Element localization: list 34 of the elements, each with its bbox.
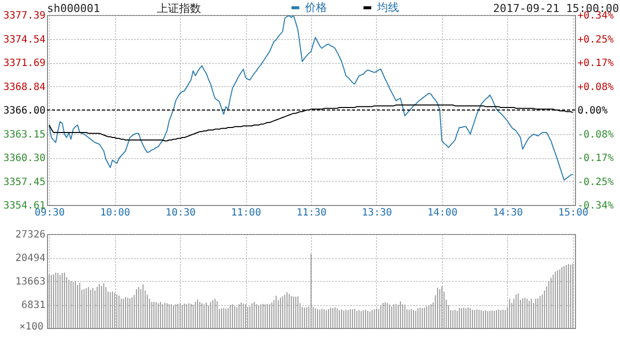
x-tick-label: 14:00: [427, 208, 458, 218]
y2-tick-label: +0.25%: [578, 34, 614, 46]
y-tick-label: 6831: [21, 300, 46, 311]
line-series: [48, 15, 574, 181]
x-tick-label: 10:30: [166, 208, 196, 218]
y-tick-label: 3357.45: [3, 176, 46, 188]
y-tick-label: 13663: [15, 276, 46, 288]
x-tick-label: 13:30: [362, 208, 392, 218]
x-tick-label: 11:00: [230, 208, 262, 218]
y-tick-label: 27326: [15, 230, 46, 240]
line-series: [48, 104, 574, 142]
y-tick-label: 3377.39: [3, 10, 46, 22]
y2-tick-label: +0.34%: [578, 10, 614, 22]
y-tick-label: 3371.69: [3, 58, 46, 70]
legend-label: 均线: [376, 0, 399, 14]
y-tick-label: 3366.00: [3, 106, 46, 116]
y-tick-label: 3368.84: [3, 82, 46, 93]
y-axis-title: ×100: [19, 322, 44, 332]
y2-tick-label: +0.17%: [578, 58, 614, 69]
y-tick-label: 3360.30: [3, 153, 46, 164]
legend-label: 价格: [304, 0, 327, 14]
y-tick-label: 3374.54: [3, 34, 46, 46]
y2-tick-label: 0.00%: [578, 106, 608, 116]
chart-title: 上证指数: [157, 2, 201, 15]
x-tick-label: 11:30: [296, 208, 327, 218]
y-tick-label: 3363.15: [3, 129, 46, 140]
x-tick-label: 14:30: [492, 208, 523, 218]
x-tick-label: 10:00: [100, 208, 130, 218]
y2-tick-label: +0.08%: [578, 82, 614, 93]
y-tick-label: 20494: [15, 253, 46, 264]
y2-tick-label: -0.25%: [578, 176, 614, 188]
y2-tick-label: -0.08%: [578, 129, 614, 140]
y2-tick-label: -0.17%: [578, 153, 614, 164]
text: sh000001: [47, 2, 100, 15]
